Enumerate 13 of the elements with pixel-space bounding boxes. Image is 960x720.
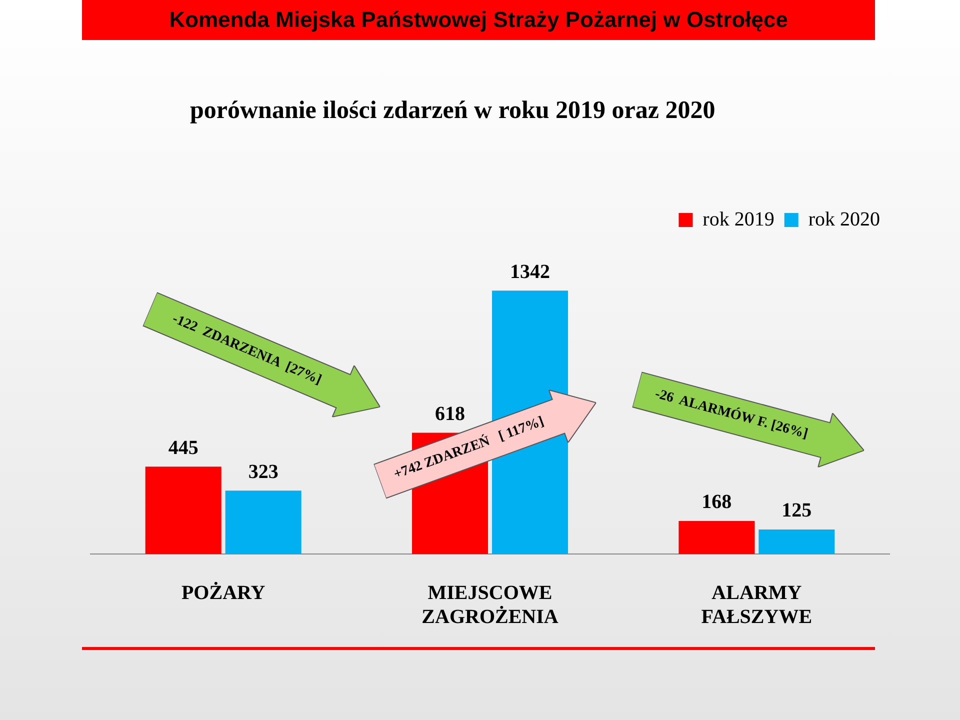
chart-subtitle: porównanie ilości zdarzeń w roku 2019 oraz 2020 — [190, 97, 716, 124]
chart-title: Komenda Miejska Państwowej Straży Pożarnej w Ostrołęce — [169, 7, 788, 33]
data-label: 125 — [782, 500, 812, 522]
x-tick-label: MIEJSCOWE ZAGROŻENIA — [422, 582, 559, 628]
x-tick-label: POŻARY — [181, 581, 266, 604]
data-label: 1342 — [510, 260, 550, 283]
data-label: 168 — [702, 491, 732, 514]
data-label: 618 — [435, 402, 465, 425]
data-label: 323 — [248, 460, 278, 483]
x-tick-label: ALARMY FAŁSZYWE — [701, 582, 812, 628]
legend-label: rok 2020 — [808, 208, 880, 230]
data-label: 445 — [168, 436, 198, 459]
legend-label: rok 2019 — [702, 208, 774, 230]
